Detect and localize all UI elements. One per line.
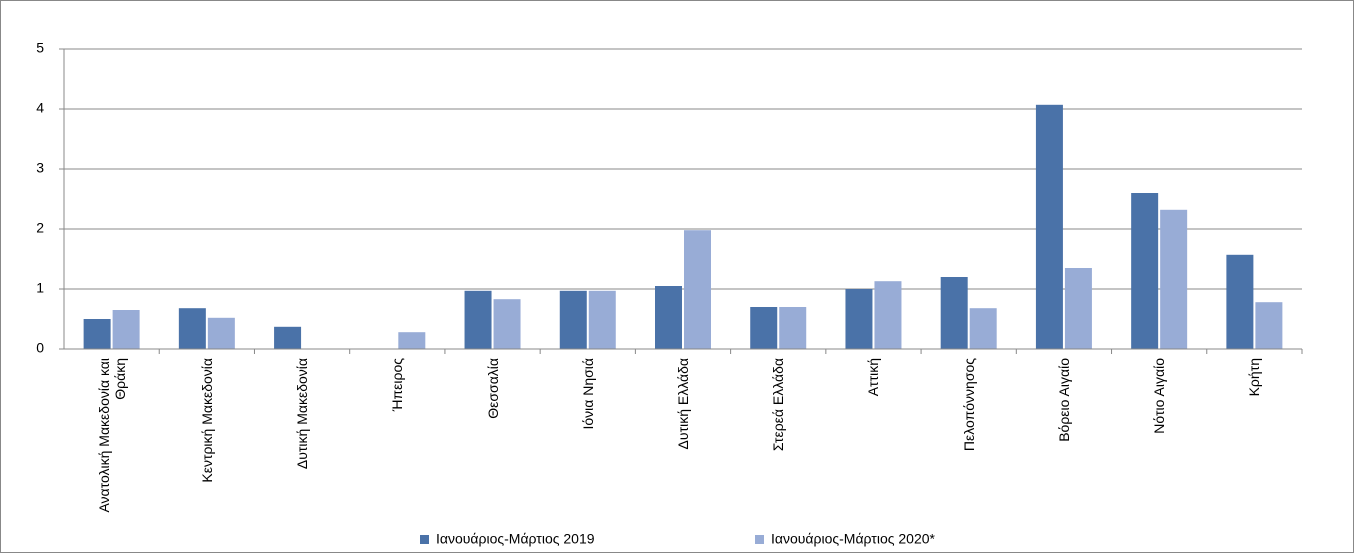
- x-tick-label: Κρήτη: [1246, 358, 1263, 397]
- bar: [969, 308, 997, 349]
- x-tick-label: Πελοπόννησος: [960, 358, 977, 452]
- bar: [83, 319, 111, 349]
- bar: [1131, 193, 1159, 349]
- x-tick-label: Θεσσαλία: [484, 358, 501, 419]
- x-tick-label: Δυτική Ελλάδα: [675, 358, 691, 450]
- bar: [1064, 268, 1092, 349]
- bar: [274, 326, 302, 349]
- bar: [398, 332, 426, 349]
- bar: [750, 307, 778, 349]
- x-tick-label: Ιόνια Νησιά: [579, 358, 596, 430]
- x-tick-label: Αττική: [865, 358, 882, 397]
- y-tick-label: 2: [36, 220, 44, 236]
- bar: [845, 289, 873, 349]
- y-tick-label: 3: [36, 160, 44, 176]
- bar: [940, 277, 968, 349]
- bar: [1226, 254, 1254, 349]
- legend-label: Ιανουάριος-Μάρτιος 2019: [436, 531, 595, 547]
- x-tick-label: Κεντρική Μακεδονία: [198, 358, 215, 483]
- bar: [684, 230, 711, 349]
- bar: [207, 317, 235, 349]
- x-tick-label: Δυτική Μακεδονία: [294, 358, 311, 470]
- y-tick-label: 4: [36, 100, 44, 116]
- legend-swatch: [420, 535, 429, 544]
- legend-label: Ιανουάριος-Μάρτιος 2020*: [771, 531, 936, 547]
- y-tick-label: 1: [36, 280, 44, 296]
- x-tick-label: Βόρειο Αιγαίο: [1055, 358, 1072, 442]
- y-tick-label: 0: [36, 340, 44, 356]
- bar: [464, 290, 492, 349]
- bar: [588, 290, 616, 349]
- bar: [1035, 104, 1063, 349]
- bar: [112, 310, 140, 349]
- x-tick-label: Στερεά Ελλάδα: [770, 358, 787, 452]
- x-tick-label: Ανατολική Μακεδονία και Θράκη: [95, 358, 128, 513]
- x-tick-label: Νότιο Αιγαίο: [1151, 358, 1168, 434]
- bar: [655, 286, 682, 349]
- y-tick-label: 5: [36, 40, 44, 56]
- bar: [779, 307, 807, 349]
- bar: [874, 281, 902, 349]
- bar: [178, 308, 206, 349]
- bar: [559, 290, 587, 349]
- x-tick-label: Ήπειρος: [389, 358, 406, 412]
- bar: [1255, 302, 1283, 349]
- legend-swatch: [755, 535, 764, 544]
- bar: [493, 299, 521, 349]
- bar: [1160, 209, 1188, 349]
